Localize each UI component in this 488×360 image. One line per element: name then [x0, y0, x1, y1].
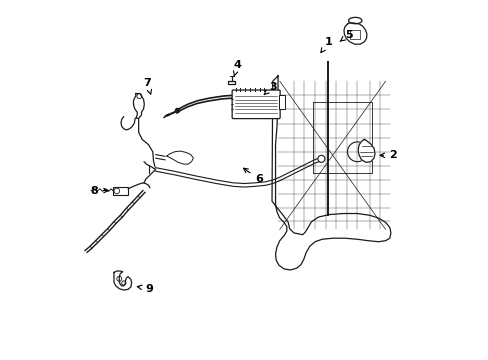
Text: 7: 7 [143, 78, 151, 94]
Bar [113, 187, 128, 195]
Text: 8: 8 [90, 186, 108, 195]
Polygon shape [357, 139, 374, 162]
Polygon shape [133, 94, 144, 118]
Text: 5: 5 [339, 30, 352, 41]
Polygon shape [343, 23, 366, 44]
Polygon shape [313, 102, 371, 173]
FancyBboxPatch shape [232, 90, 280, 118]
Text: 9: 9 [137, 284, 153, 294]
Text: 1: 1 [320, 37, 332, 53]
Text: 6: 6 [243, 168, 263, 184]
Bar [279, 95, 285, 109]
Text: 3: 3 [264, 81, 276, 95]
Polygon shape [349, 30, 360, 39]
Circle shape [317, 155, 324, 162]
Text: 2: 2 [379, 150, 396, 160]
Text: 4: 4 [233, 60, 241, 76]
Polygon shape [166, 151, 193, 164]
Polygon shape [271, 76, 390, 270]
Polygon shape [114, 271, 131, 290]
